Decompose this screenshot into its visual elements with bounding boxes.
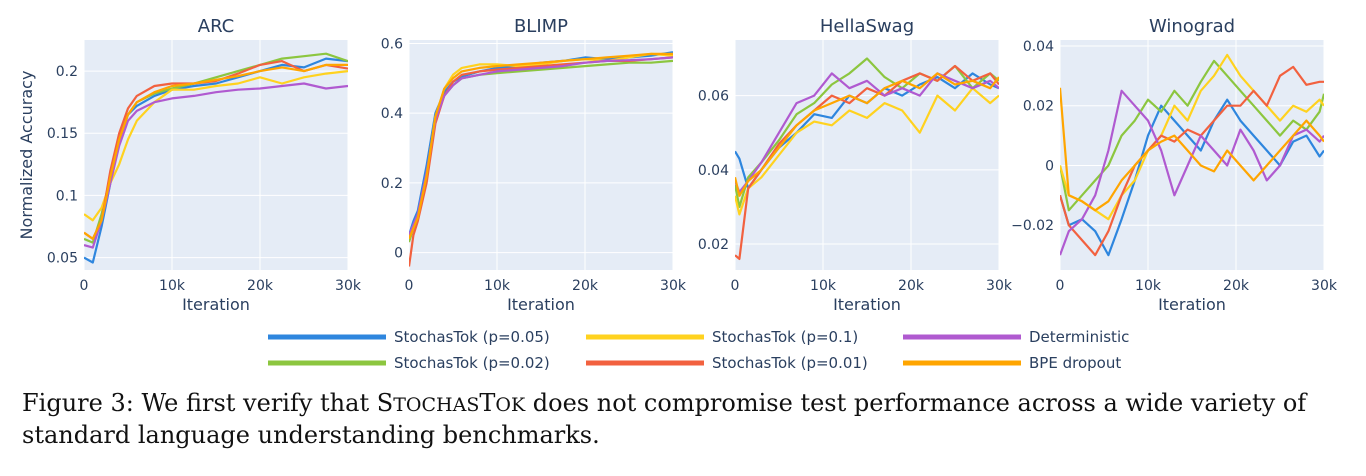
legend: StochasTok (p=0.05) StochasTok (p=0.1) Det…	[268, 328, 1129, 372]
chart-title: HellaSwag	[820, 16, 914, 37]
y-tick-label: 0.1	[56, 188, 78, 204]
legend-label: StochasTok (p=0.01)	[712, 354, 868, 372]
chart-panel-3: 0 10k 20k 30k −0.02 0 0.02 0.04 Winograd Iteratio…	[1011, 16, 1338, 314]
x-axis-label: Iteration	[507, 295, 575, 314]
y-tick-label: 0.06	[698, 89, 729, 105]
chart-panel-0: 0 10k 20k 30k 0.05 0.1 0.15 0.2 ARC Iteration Norm…	[17, 16, 362, 314]
series-line	[84, 63, 348, 240]
x-axis-label: Iteration	[1158, 295, 1226, 314]
chart-title: ARC	[198, 16, 235, 37]
legend-label: StochasTok (p=0.1)	[712, 328, 858, 346]
y-tick-label: 0.2	[56, 64, 78, 80]
chart-panel-2: 0 10k 20k 30k 0.02 0.04 0.06 HellaSwag Iteration	[698, 16, 1013, 314]
series-line	[735, 72, 999, 197]
x-tick-label: 20k	[1223, 278, 1250, 294]
caption-method-name: STOCHASTOK	[376, 389, 526, 417]
series-line	[1060, 53, 1324, 221]
x-tick-label: 0	[1056, 278, 1065, 294]
series-line	[1060, 89, 1324, 256]
series-line	[409, 52, 673, 240]
x-tick-label: 30k	[660, 278, 687, 294]
legend-label: BPE dropout	[1029, 354, 1121, 372]
y-tick-label: 0.05	[47, 251, 78, 267]
x-tick-label: 0	[731, 278, 740, 294]
series-group	[735, 57, 999, 260]
series-line	[735, 72, 999, 194]
x-tick-label: 0	[405, 278, 414, 294]
y-tick-label: 0.04	[698, 163, 729, 179]
x-axis-label: Iteration	[833, 295, 901, 314]
caption-prefix: Figure 3: We first verify that	[22, 389, 370, 417]
x-tick-label: 30k	[986, 278, 1013, 294]
series-line	[735, 87, 999, 216]
x-tick-label: 10k	[159, 278, 186, 294]
x-tick-label: 20k	[898, 278, 925, 294]
x-tick-label: 30k	[1311, 278, 1338, 294]
chart-title: Winograd	[1149, 16, 1235, 37]
series-line	[1060, 65, 1324, 257]
x-tick-label: 20k	[247, 278, 274, 294]
legend-label: StochasTok (p=0.02)	[394, 354, 550, 372]
y-tick-label: 0.04	[1023, 39, 1054, 55]
x-tick-label: 10k	[484, 278, 511, 294]
y-tick-label: 0	[394, 246, 403, 262]
series-group	[84, 52, 348, 264]
y-tick-label: 0.6	[381, 36, 403, 52]
y-axis-label: Normalized Accuracy	[17, 71, 36, 240]
x-tick-label: 10k	[810, 278, 837, 294]
y-tick-label: 0.2	[381, 176, 403, 192]
x-tick-label: 20k	[572, 278, 599, 294]
caption-suffix: does not compromise test performance acr…	[22, 389, 1307, 449]
figure-3-charts: 0 10k 20k 30k 0.05 0.1 0.15 0.2 ARC Iteration Norm…	[17, 16, 1338, 372]
y-tick-label: 0.4	[381, 106, 403, 122]
y-tick-label: 0.02	[1023, 99, 1054, 115]
chart-panel-1: 0 10k 20k 30k 0 0.2 0.4 0.6 BLIMP Iteration	[381, 16, 687, 314]
series-group	[409, 51, 673, 267]
x-tick-label: 10k	[1135, 278, 1162, 294]
y-tick-label: 0.02	[698, 237, 729, 253]
y-tick-label: −0.02	[1011, 218, 1054, 234]
x-tick-label: 30k	[335, 278, 362, 294]
x-axis-label: Iteration	[182, 295, 250, 314]
figure-caption: Figure 3: We first verify that STOCHASTO…	[22, 388, 1352, 450]
x-tick-label: 0	[80, 278, 89, 294]
y-tick-label: 0	[1045, 158, 1054, 174]
chart-title: BLIMP	[514, 16, 568, 37]
plot-background	[735, 40, 999, 270]
legend-label: Deterministic	[1029, 328, 1129, 346]
legend-label: StochasTok (p=0.05)	[394, 328, 550, 346]
series-group	[1060, 53, 1324, 257]
series-line	[1060, 87, 1324, 212]
y-tick-label: 0.15	[47, 126, 78, 142]
plot-background	[409, 40, 673, 270]
